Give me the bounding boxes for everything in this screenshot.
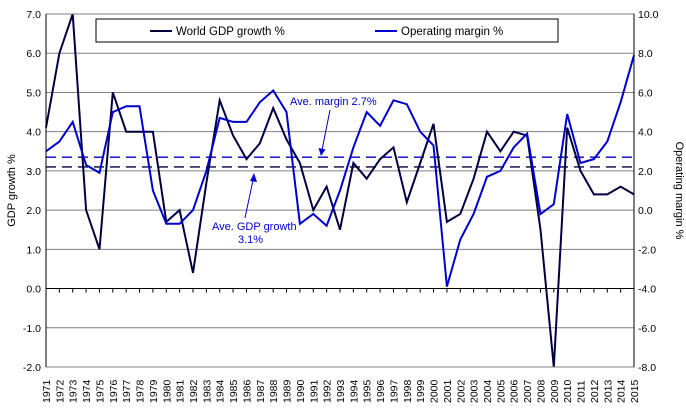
x-tick-label: 1976 bbox=[108, 379, 120, 403]
x-tick-label: 2002 bbox=[455, 379, 467, 403]
series-line-operating-margin bbox=[45, 54, 635, 287]
x-tick-label: 1975 bbox=[94, 379, 106, 403]
y-left-tick-label: -1.0 bbox=[23, 323, 41, 335]
x-tick-label: 2006 bbox=[509, 379, 521, 403]
y-left-tick-label: 7.0 bbox=[26, 9, 41, 21]
y-right-tick-label: -2.0 bbox=[638, 244, 656, 256]
x-tick-label: 2009 bbox=[549, 379, 561, 403]
x-tick-label: 2003 bbox=[469, 379, 481, 403]
x-tick-label: 1993 bbox=[335, 379, 347, 403]
y-right-tick-label: -8.0 bbox=[638, 362, 656, 374]
x-tick-label: 2015 bbox=[629, 379, 641, 403]
annotation-margin-arrow bbox=[321, 109, 331, 151]
x-tick-label: 1997 bbox=[388, 379, 400, 403]
y-left-axis-title: GDP growth % bbox=[6, 154, 18, 227]
x-tick-label: 1974 bbox=[81, 379, 93, 403]
x-tick-label: 2008 bbox=[535, 379, 547, 403]
x-tick-label: 1980 bbox=[161, 379, 173, 403]
x-tick-label: 1979 bbox=[148, 379, 160, 403]
legend-label-gdp-growth: World GDP growth % bbox=[176, 26, 285, 38]
series bbox=[45, 13, 635, 368]
annotation-gdp-arrow bbox=[244, 179, 254, 219]
y-left-tick-label: 2.0 bbox=[26, 205, 41, 217]
y-left-tick-label: 1.0 bbox=[26, 244, 41, 256]
x-tick-label: 2001 bbox=[442, 379, 454, 403]
x-tick-label: 1991 bbox=[308, 379, 320, 403]
reference-lines bbox=[46, 156, 634, 168]
annotation-margin-label: Ave. margin 2.7% bbox=[290, 96, 377, 108]
x-tick-label: 2011 bbox=[576, 380, 588, 403]
y-right-tick-label: 2.0 bbox=[638, 166, 653, 178]
annotation-gdp-label: Ave. GDP growth bbox=[212, 221, 297, 233]
x-tick-label: 1999 bbox=[415, 379, 427, 403]
x-tick-label: 1973 bbox=[68, 379, 80, 403]
y-right-tick-label: 10.0 bbox=[638, 9, 659, 21]
annotation-margin-arrowhead bbox=[318, 148, 326, 156]
legend-box bbox=[95, 18, 559, 43]
x-tick-label: 1984 bbox=[215, 379, 227, 403]
annotation-gdp-value: 3.1% bbox=[238, 234, 263, 246]
y-left-tick-label: 4.0 bbox=[26, 127, 41, 139]
x-tick-label: 1987 bbox=[255, 379, 267, 403]
legend-label-operating-margin: Operating margin % bbox=[401, 26, 503, 38]
x-tick-label: 2004 bbox=[482, 379, 494, 403]
x-tick-label: 1988 bbox=[268, 379, 280, 403]
x-tick-label: 1994 bbox=[348, 379, 360, 403]
x-tick-label: 1983 bbox=[201, 379, 213, 403]
annotation-gdp-arrowhead bbox=[250, 173, 257, 182]
y-right-tick-label: 6.0 bbox=[638, 87, 653, 99]
x-tick-label: 1972 bbox=[54, 379, 66, 403]
x-tick-label: 1986 bbox=[241, 379, 253, 403]
y-right-tick-label: -6.0 bbox=[638, 323, 656, 335]
x-tick-label: 1998 bbox=[402, 379, 414, 403]
x-tick-label: 2005 bbox=[495, 379, 507, 403]
y-right-tick-label: 8.0 bbox=[638, 48, 653, 60]
y-left-tick-label: 3.0 bbox=[26, 166, 41, 178]
y-left-tick-label: 0.0 bbox=[26, 284, 41, 296]
x-tick-label: 2000 bbox=[429, 379, 441, 403]
x-tick-label: 1985 bbox=[228, 379, 240, 403]
y-right-tick-label: -4.0 bbox=[638, 284, 656, 296]
x-tick-label: 2010 bbox=[562, 379, 574, 403]
x-tick-label: 1971 bbox=[41, 379, 53, 403]
y-right-tick-label: 0.0 bbox=[638, 205, 653, 217]
x-tick-label: 1977 bbox=[121, 379, 133, 403]
x-tick-label: 1992 bbox=[322, 379, 334, 403]
legend: World GDP growth % Operating margin % bbox=[95, 18, 559, 43]
x-tick-label: 2014 bbox=[616, 379, 628, 403]
x-tick-label: 2013 bbox=[602, 379, 614, 403]
axes: -2.0 -1.0 0.0 1.0 2.0 3.0 4.0 5.0 6.0 7.0 -8.0 -6.0… bbox=[6, 9, 685, 403]
y-right-tick-label: 4.0 bbox=[638, 127, 653, 139]
y-left-tick-label: -2.0 bbox=[23, 362, 41, 374]
x-tick-label: 1978 bbox=[135, 379, 147, 403]
x-tick-label: 2012 bbox=[589, 379, 601, 403]
x-tick-label: 2007 bbox=[522, 379, 534, 403]
x-tick-label: 1981 bbox=[175, 379, 187, 403]
x-tick-label: 1982 bbox=[188, 379, 200, 403]
x-tick-label: 1995 bbox=[362, 379, 374, 403]
x-tick-label: 1989 bbox=[282, 379, 294, 403]
x-tick-label: 1996 bbox=[375, 379, 387, 403]
y-left-tick-label: 5.0 bbox=[26, 87, 41, 99]
y-left-tick-label: 6.0 bbox=[26, 48, 41, 60]
x-tick-label: 1990 bbox=[295, 379, 307, 403]
y-right-axis-title: Operating margin % bbox=[673, 142, 685, 240]
